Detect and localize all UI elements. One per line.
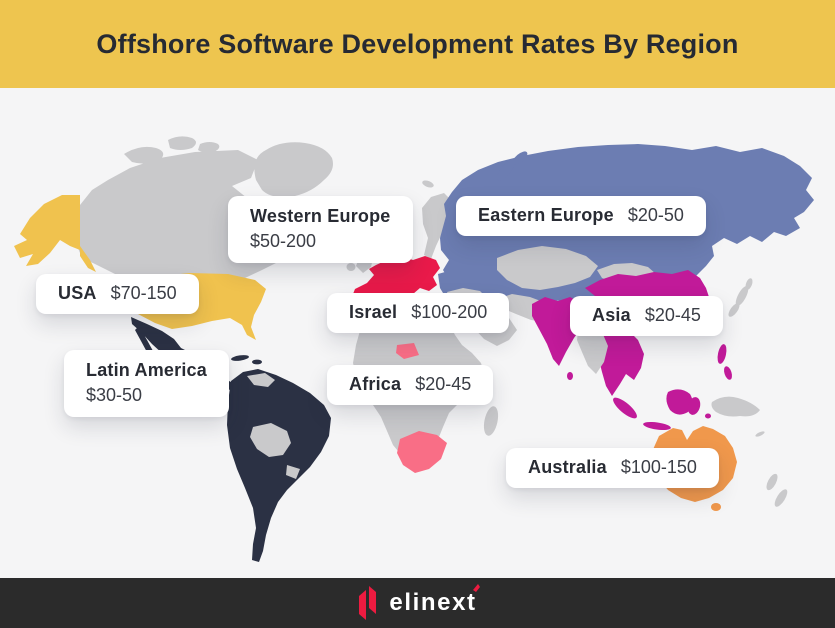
logo-mark-right-bar	[369, 586, 377, 614]
map-region-madagascar	[483, 406, 499, 436]
map-region-new-zealand-south	[774, 489, 788, 507]
label-card-israel: Israel $100-200	[327, 293, 510, 333]
region-name-australia: Australia	[528, 457, 607, 477]
map-region-south-america-gray-countries	[247, 373, 300, 479]
map-region-philippines-luzon	[717, 344, 727, 364]
logo-red-tick-icon	[472, 584, 480, 592]
map-region-alaska	[14, 195, 96, 272]
page-title: Offshore Software Development Rates By R…	[96, 28, 739, 59]
label-card-eastern-europe: Eastern Europe $20-50	[456, 196, 706, 236]
map-region-novaya-zemlya	[497, 159, 515, 181]
map-region-sulawesi	[687, 397, 701, 415]
elinext-logo-icon	[359, 586, 377, 620]
map-region-moluccas	[705, 413, 711, 419]
region-name-western-europe: Western Europe	[250, 206, 391, 226]
region-rate-eastern-europe: $20-50	[627, 205, 684, 225]
brand-wordmark: elinext	[389, 584, 480, 617]
map-region-tasmania	[711, 503, 721, 511]
map-region-southeast-asia	[596, 324, 693, 415]
label-card-asia: Asia $20-45	[570, 296, 723, 336]
map-region-hispaniola	[252, 359, 262, 365]
region-rate-israel: $100-200	[411, 302, 488, 322]
map-region-svalbard	[422, 180, 434, 188]
label-card-africa: Africa $20-45	[327, 365, 494, 405]
map-region-myanmar-thailand	[577, 326, 608, 374]
map-region-ireland	[346, 263, 356, 271]
region-name-africa: Africa	[349, 374, 402, 394]
region-rate-latin-america: $30-50	[86, 384, 143, 405]
label-card-australia: Australia $100-150	[506, 448, 719, 488]
map-region-new-guinea	[711, 396, 760, 417]
map-region-japan-hokkaido	[745, 278, 753, 290]
logo-tick-shape	[472, 584, 480, 592]
map-region-new-zealand-north	[766, 473, 778, 491]
footer-bar: elinext	[0, 578, 835, 628]
label-card-latin-america: Latin America $30-50	[64, 350, 229, 417]
map-region-sri-lanka	[567, 372, 573, 380]
map-region-java	[643, 422, 671, 430]
region-rate-africa: $20-45	[415, 374, 472, 394]
region-rate-australia: $100-150	[620, 457, 697, 477]
map-region-greenland	[254, 142, 333, 198]
map-region-novaya-zemlya-north	[512, 151, 528, 165]
world-map-area: Western Europe $50-200 Eastern Europe $2…	[0, 88, 835, 578]
map-region-sumatra	[613, 397, 637, 419]
region-rate-western-europe: $50-200	[250, 230, 317, 251]
label-card-usa: USA $70-150	[36, 274, 199, 314]
map-region-cuba	[231, 355, 249, 361]
logo-mark-left-bar	[359, 590, 367, 620]
region-name-israel: Israel	[349, 302, 398, 322]
map-region-philippines-mindanao	[724, 366, 732, 380]
header-bar: Offshore Software Development Rates By R…	[0, 0, 835, 88]
region-name-asia: Asia	[592, 305, 631, 325]
label-card-western-europe: Western Europe $50-200	[228, 196, 413, 263]
map-region-new-caledonia	[755, 431, 765, 437]
map-region-japan-honshu	[735, 286, 749, 306]
map-region-scandinavia	[422, 193, 452, 259]
region-rate-usa: $70-150	[110, 283, 177, 303]
region-name-latin-america: Latin America	[86, 360, 207, 380]
map-region-japan-kyushu	[728, 303, 740, 317]
region-name-eastern-europe: Eastern Europe	[478, 205, 614, 225]
map-region-south-america	[227, 369, 331, 562]
region-name-usa: USA	[58, 283, 97, 303]
region-rate-asia: $20-45	[644, 305, 701, 325]
brand-text: elinext	[389, 589, 477, 616]
